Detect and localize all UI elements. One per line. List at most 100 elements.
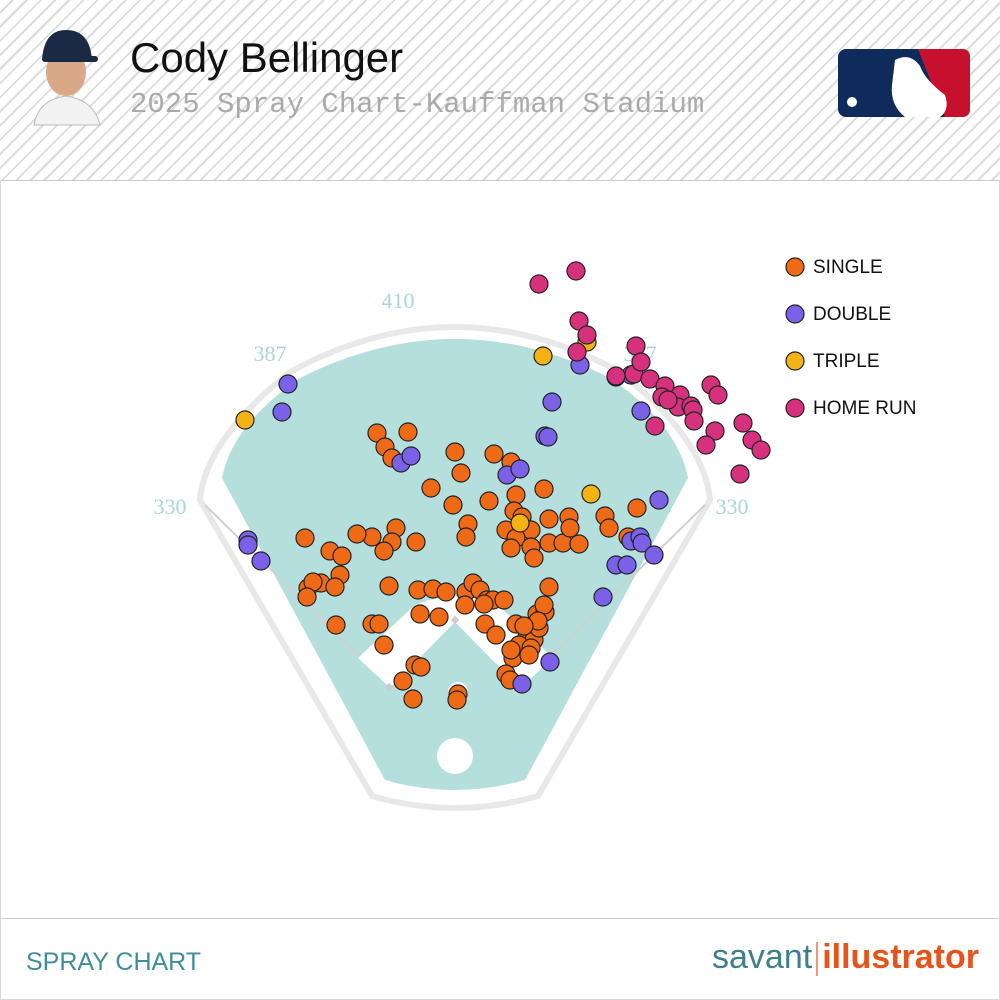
hit-point xyxy=(542,392,562,412)
hit-point xyxy=(560,518,580,538)
hit-point xyxy=(398,422,418,442)
hit-point xyxy=(733,413,753,433)
legend-label: SINGLE xyxy=(813,257,883,278)
brand-part: savant xyxy=(712,938,813,976)
hit-point xyxy=(347,524,367,544)
hit-point xyxy=(599,518,619,538)
hit-point xyxy=(451,463,471,483)
brand-part: illustrator xyxy=(822,938,979,976)
hit-point xyxy=(369,614,389,634)
hit-point xyxy=(540,652,560,672)
brand: savant illustrator xyxy=(668,938,979,977)
hit-point xyxy=(626,336,646,356)
hit-point xyxy=(401,446,421,466)
hit-point xyxy=(627,498,647,518)
hit-point xyxy=(514,616,534,636)
hit-point xyxy=(374,541,394,561)
hit-point xyxy=(512,674,532,694)
hit-point xyxy=(456,527,476,547)
hit-point xyxy=(606,366,626,386)
hit-point xyxy=(332,546,352,566)
hit-point xyxy=(533,346,553,366)
hit-point xyxy=(374,635,394,655)
distance-label: 387 xyxy=(254,341,287,366)
hit-point xyxy=(393,671,413,691)
hit-point xyxy=(325,577,345,597)
hit-point xyxy=(644,545,664,565)
hit-point xyxy=(501,640,521,660)
hit-point xyxy=(326,615,346,635)
distance-label: 330 xyxy=(154,494,187,519)
legend-marker xyxy=(785,304,805,324)
hit-point xyxy=(593,587,613,607)
hit-point xyxy=(577,325,597,345)
hit-point xyxy=(447,690,467,710)
hit-point xyxy=(631,352,651,372)
legend-marker xyxy=(785,398,805,418)
hit-point xyxy=(534,595,554,615)
hit-point xyxy=(529,274,549,294)
hit-point xyxy=(251,551,271,571)
hit-point xyxy=(617,555,637,575)
hit-point xyxy=(705,421,725,441)
hit-point xyxy=(479,491,499,511)
hit-point xyxy=(534,479,554,499)
hit-point xyxy=(411,657,431,677)
legend-label: HOME RUN xyxy=(813,398,916,419)
hit-point xyxy=(539,509,559,529)
hit-point xyxy=(238,535,258,555)
hit-point xyxy=(443,495,463,515)
hit-point xyxy=(278,374,298,394)
hit-point xyxy=(235,410,255,430)
hit-point xyxy=(494,590,514,610)
legend-marker xyxy=(785,257,805,277)
hit-point xyxy=(295,528,315,548)
player-photo xyxy=(33,30,101,126)
legend-marker xyxy=(785,351,805,371)
hit-point xyxy=(538,427,558,447)
hit-point xyxy=(524,548,544,568)
hit-point xyxy=(484,444,504,464)
brand-separator xyxy=(816,942,819,977)
hit-point xyxy=(539,577,559,597)
legend-label: DOUBLE xyxy=(813,304,891,325)
hit-point xyxy=(684,411,704,431)
hit-point xyxy=(436,582,456,602)
hit-point xyxy=(631,401,651,421)
hit-point xyxy=(569,534,589,554)
legend-label: TRIPLE xyxy=(813,351,880,372)
hit-point xyxy=(421,478,441,498)
hit-point xyxy=(406,532,426,552)
hit-point xyxy=(519,645,539,665)
hit-point xyxy=(272,402,292,422)
hit-point xyxy=(658,390,678,410)
hit-point xyxy=(506,485,526,505)
footer-label: SPRAY CHART xyxy=(26,948,202,976)
hit-point xyxy=(649,490,669,510)
hit-point xyxy=(510,459,530,479)
header xyxy=(0,0,1000,181)
hit-point xyxy=(474,594,494,614)
hit-point xyxy=(751,440,771,460)
hit-point xyxy=(696,435,716,455)
hit-point xyxy=(379,576,399,596)
chart-subtitle: 2025 Spray Chart-Kauffman Stadium xyxy=(130,88,705,121)
distance-label: 330 xyxy=(716,494,749,519)
hit-point xyxy=(708,385,728,405)
hit-point xyxy=(730,464,750,484)
divider xyxy=(0,918,1000,919)
hit-point xyxy=(581,484,601,504)
chart-title: Cody Bellinger xyxy=(130,34,404,81)
hit-point xyxy=(486,625,506,645)
league-logo xyxy=(838,49,970,117)
distance-label: 410 xyxy=(382,288,415,313)
hit-point xyxy=(645,416,665,436)
hit-point xyxy=(510,513,530,533)
hit-point xyxy=(429,607,449,627)
hit-point xyxy=(410,604,430,624)
hit-point xyxy=(455,595,475,615)
hit-point xyxy=(567,342,587,362)
hit-point xyxy=(403,689,423,709)
